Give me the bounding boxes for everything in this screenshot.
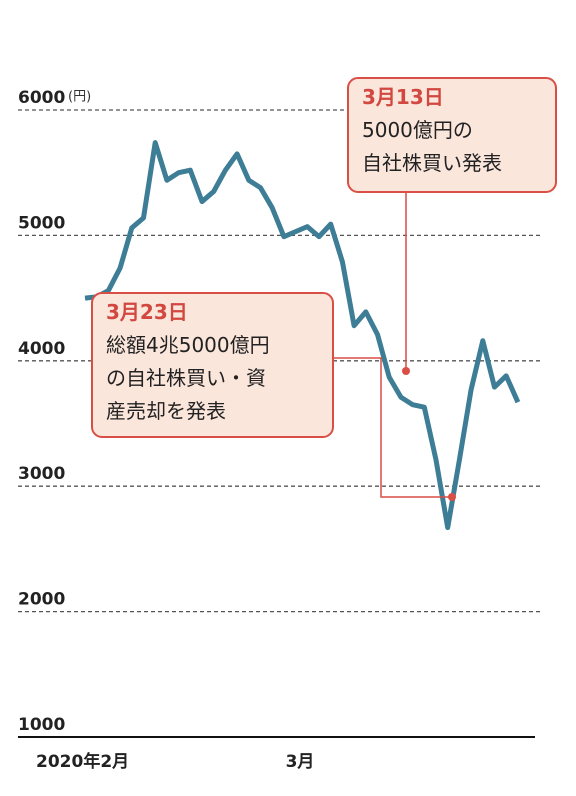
x-tick-label: 3月 [286, 752, 315, 772]
annotation-date: 3月13日 [362, 85, 444, 109]
series-line [84, 140, 521, 531]
y-unit: (円) [68, 90, 91, 105]
annotation-text: 5000億円の [362, 118, 473, 142]
connector [333, 357, 452, 498]
annotations: 3月13日 5000億円の 自社株買い発表 3月23日 総額4兆5000億円 の… [91, 77, 557, 501]
annotation-box [347, 77, 557, 193]
y-tick-label: 6000 [18, 88, 65, 108]
y-tick-label: 2000 [18, 590, 65, 610]
y-tick-label: 4000 [18, 339, 65, 359]
y-tick-label: 1000 [18, 715, 65, 735]
annotation-dot [402, 367, 410, 375]
annotation-dot [448, 493, 456, 501]
y-tick-label: 3000 [18, 464, 65, 484]
annotation-date: 3月23日 [106, 300, 188, 324]
annotation-text: の自社株買い・資 [106, 366, 266, 390]
y-tick-label: 5000 [18, 213, 65, 233]
annotation-text: 自社株買い発表 [362, 151, 502, 175]
annotation-box [91, 292, 334, 438]
x-tick-label: 2020年2月 [36, 751, 129, 772]
annotation-text: 産売却を発表 [106, 399, 226, 423]
annotation-text: 総額4兆5000億円 [106, 333, 270, 357]
